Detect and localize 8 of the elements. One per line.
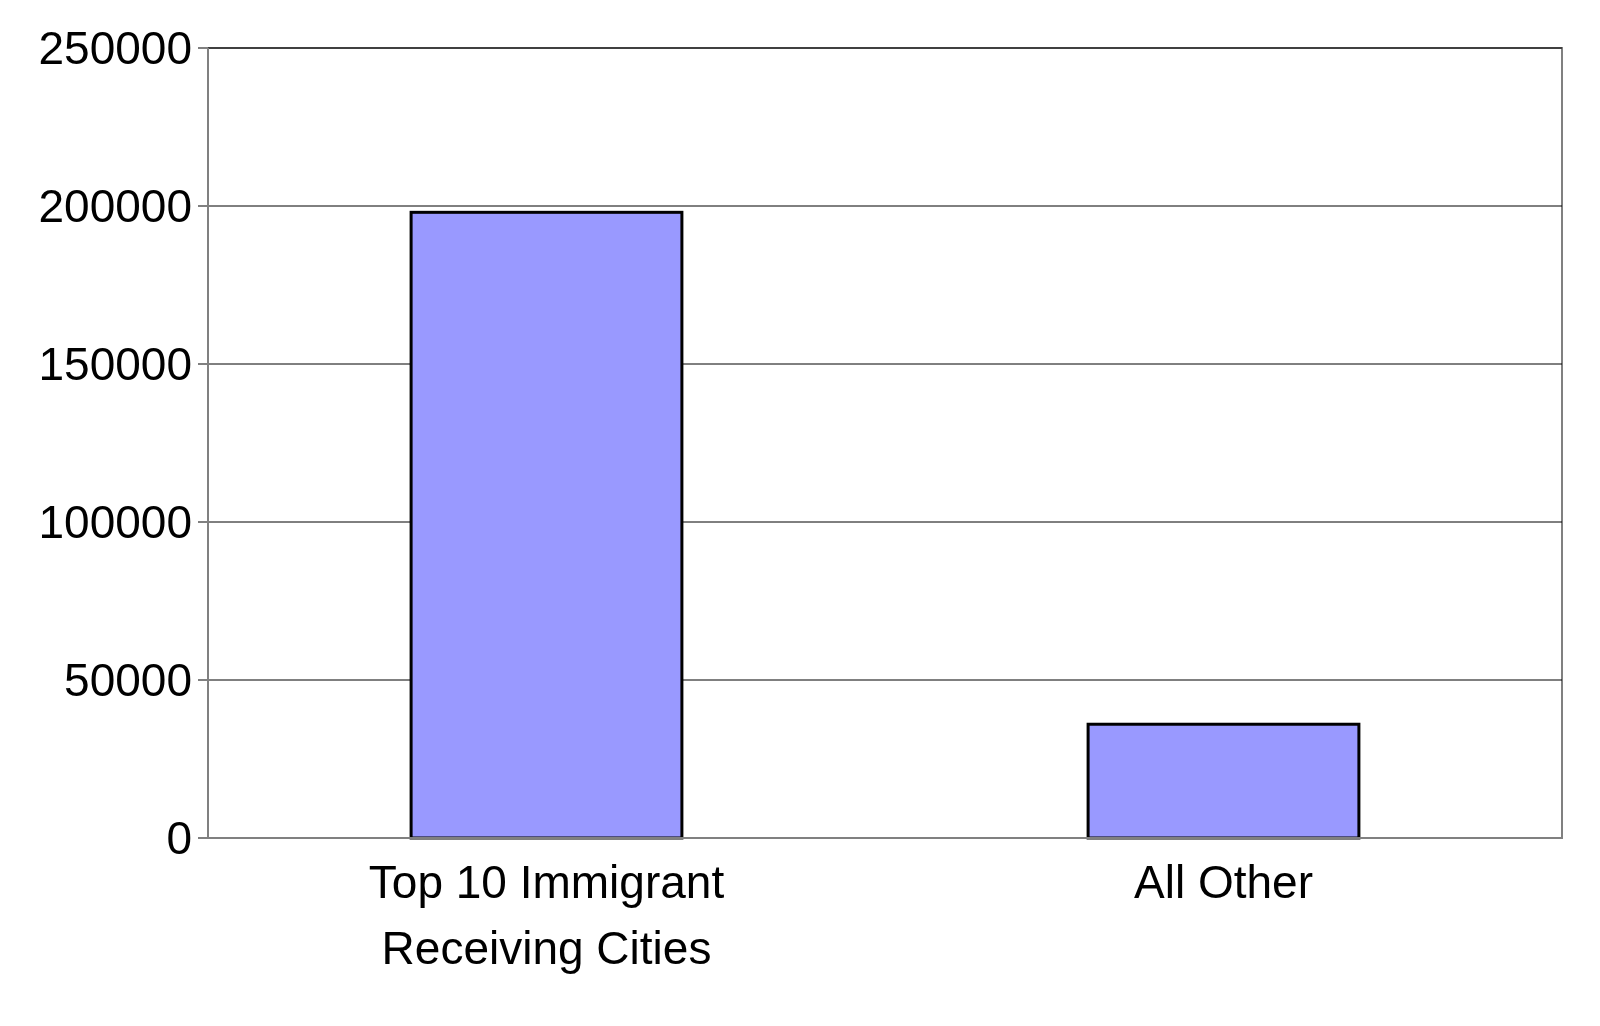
y-tick-label: 100000 bbox=[38, 496, 192, 549]
y-tick-label: 200000 bbox=[38, 180, 192, 233]
x-tick-label: Top 10 Immigrant Receiving Cities bbox=[368, 856, 725, 974]
x-tick-label: All Other bbox=[1134, 856, 1313, 908]
y-tick-label: 150000 bbox=[38, 338, 192, 391]
y-tick-label: 250000 bbox=[38, 22, 192, 75]
y-tick-label: 0 bbox=[166, 812, 192, 865]
y-tick-label: 50000 bbox=[64, 654, 192, 707]
